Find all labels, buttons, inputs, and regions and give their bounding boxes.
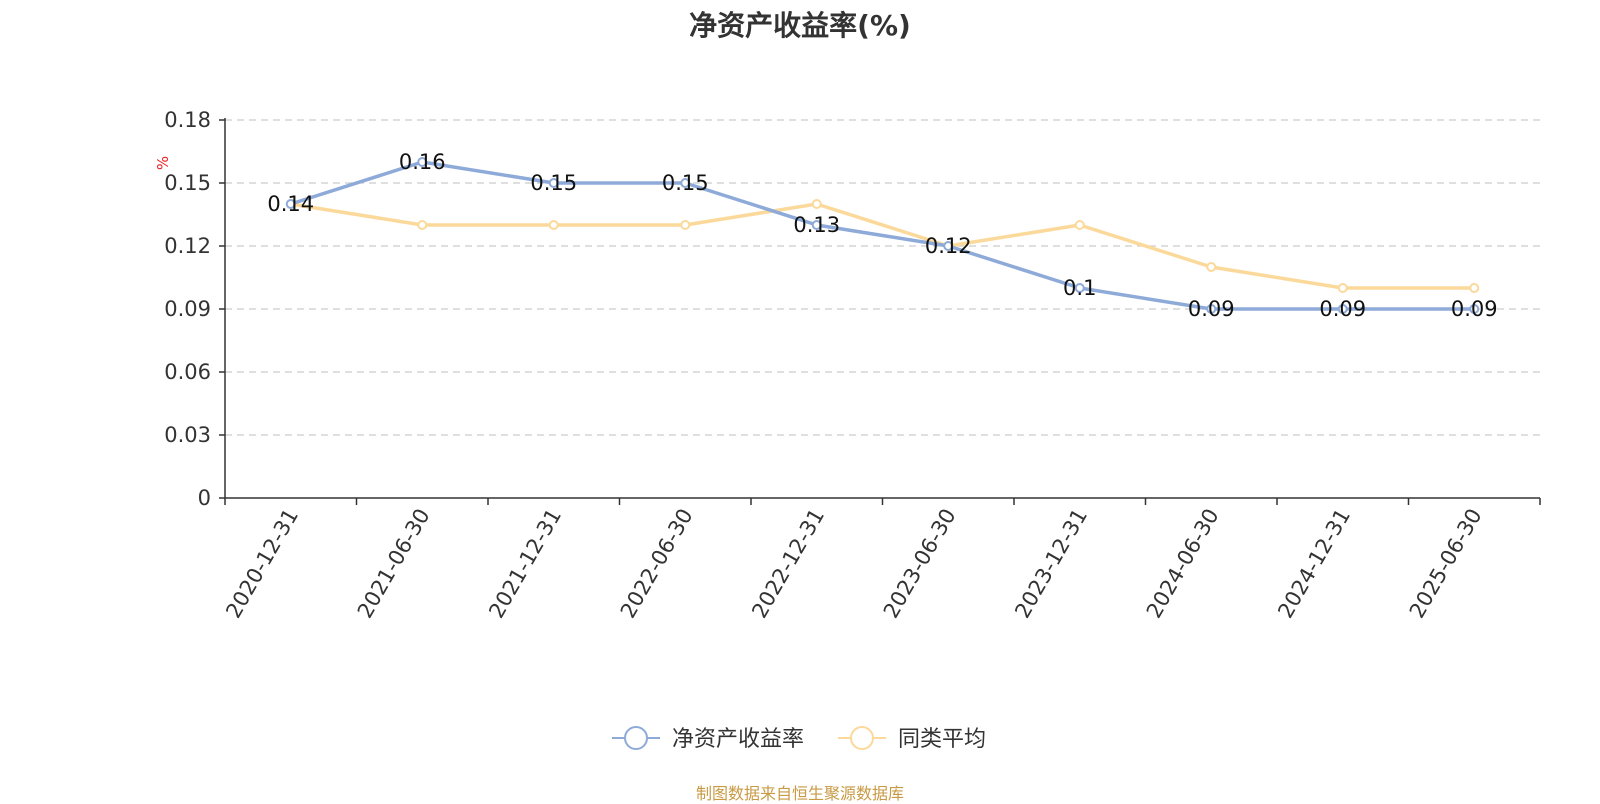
data-point [1074,283,1085,293]
x-tick-labels: 2020-12-31 2021-06-30 2021-12-31 2022-06-30… [221,505,1486,623]
data-label: 0.09 [1188,297,1235,321]
y-tick-label: 0.06 [164,360,211,384]
data-labels: 0.14 0.16 0.15 0.15 0.13 0.12 0.1 0.09 0.09 0.09 [267,150,1497,321]
data-label: 0.15 [530,171,577,195]
series-line-0 [290,160,1475,311]
data-label: 0.12 [925,234,972,258]
series-lines [285,157,1480,314]
legend-marker [624,726,648,750]
data-point [943,241,954,251]
series-line-1 [290,202,1475,290]
x-tick-label: 2024-12-31 [1273,505,1355,623]
x-tick-label: 2023-12-31 [1010,505,1092,623]
y-tick-label: 0.03 [164,423,211,447]
legend-label: 同类平均 [898,727,986,752]
data-point [417,220,428,230]
data-point [285,199,296,209]
data-point [1469,283,1480,293]
legend-label: 净资产收益率 [672,727,804,752]
y-tick-label: 0 [198,486,211,510]
y-axis-unit: % [154,156,172,170]
data-label: 0.14 [267,192,314,216]
x-tick-label: 2021-12-31 [484,505,566,623]
x-tick-label: 2024-06-30 [1142,505,1224,623]
legend-marker [850,726,874,750]
data-point [1469,304,1480,314]
x-tick-label: 2021-06-30 [353,505,435,623]
x-tick-label: 2020-12-31 [221,505,303,623]
legend: 净资产收益率 同类平均 [612,726,986,752]
data-label: 0.15 [662,171,709,195]
source-note: 制图数据来自恒生聚源数据库 [695,784,904,803]
data-label: 0.09 [1319,297,1366,321]
x-tick-label: 2023-06-30 [879,505,961,623]
data-point [548,220,559,230]
data-point [680,220,691,230]
x-tick-label: 2025-06-30 [1405,505,1487,623]
axes [219,118,1541,505]
data-label: 0.16 [399,150,446,174]
data-point [1337,304,1348,314]
data-point [1206,304,1217,314]
data-point [548,178,559,188]
grid-lines [225,119,1540,436]
data-point [1206,262,1217,272]
y-tick-label: 0.09 [164,297,211,321]
y-tick-label: 0.12 [164,234,211,258]
y-tick-label: 0.18 [164,108,211,132]
data-label: 0.09 [1451,297,1498,321]
y-tick-labels: 0 0.03 0.06 0.09 0.12 0.15 0.18 [164,108,211,510]
data-point [811,220,822,230]
data-point [417,157,428,167]
x-tick-label: 2022-06-30 [616,505,698,623]
data-label: 0.1 [1063,276,1096,300]
y-tick-label: 0.15 [164,171,211,195]
x-tick-label: 2022-12-31 [747,505,829,623]
data-point [680,178,691,188]
data-point [1337,283,1348,293]
chart-title: 净资产收益率(%) [689,9,911,42]
data-label: 0.13 [793,213,840,237]
data-point [1074,220,1085,230]
data-point [811,199,822,209]
